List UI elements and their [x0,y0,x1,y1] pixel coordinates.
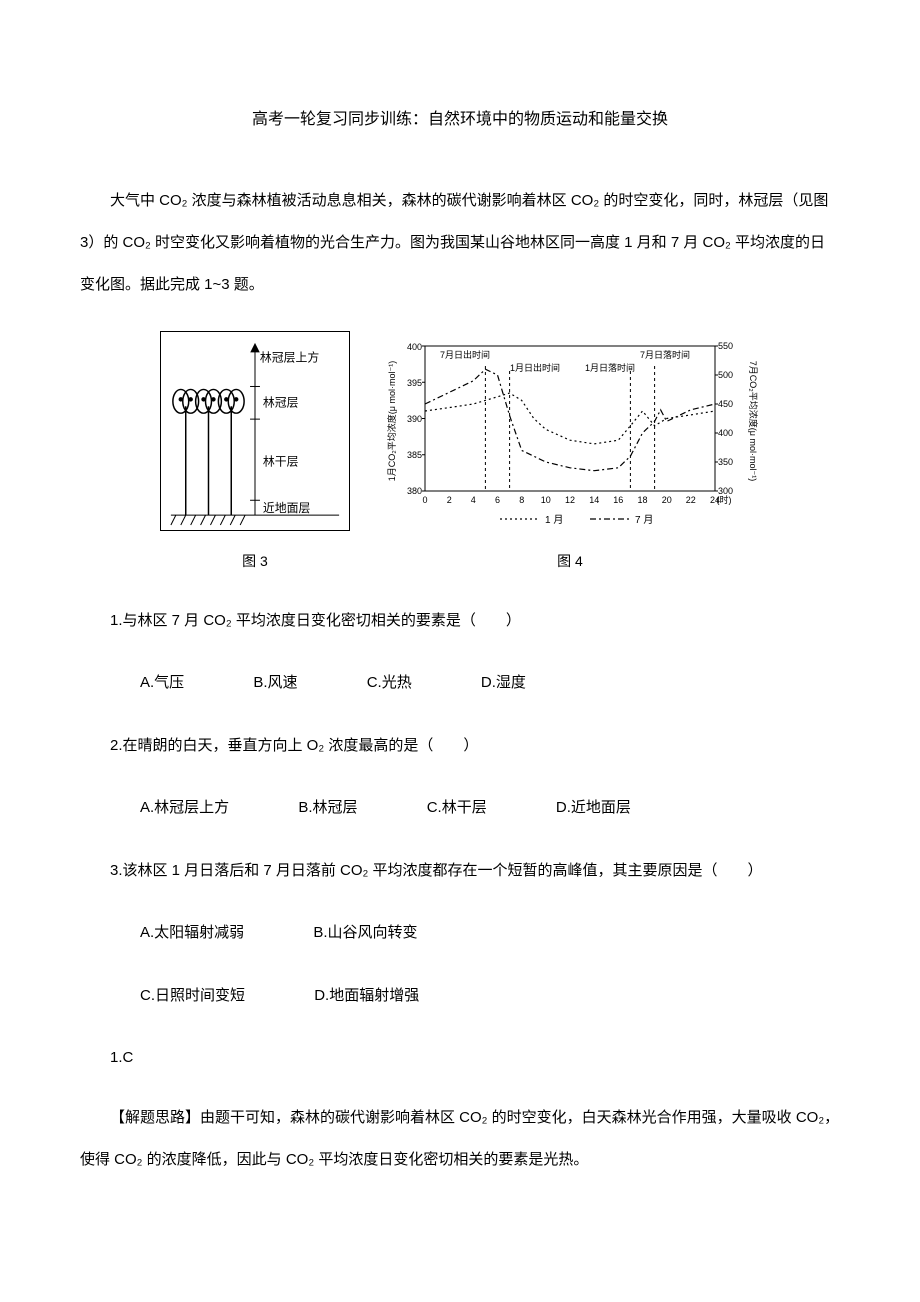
svg-text:450: 450 [718,399,733,409]
svg-text:7 月: 7 月 [635,514,653,526]
svg-text:350: 350 [718,457,733,467]
svg-text:14: 14 [589,495,599,505]
svg-text:7月日出时间: 7月日出时间 [440,349,490,360]
question-2: 2.在晴朗的白天，垂直方向上 O₂ 浓度最高的是（ ） [80,727,840,765]
q1-option-c: C.光热 [337,664,412,702]
q3-option-d: D.地面辐射增强 [284,977,419,1015]
svg-text:1月CO₂平均浓度(μ mol·mol⁻¹): 1月CO₂平均浓度(μ mol·mol⁻¹) [386,361,397,481]
q2-option-c: C.林干层 [397,789,487,827]
question-2-options: A.林冠层上方 B.林冠层 C.林干层 D.近地面层 [80,789,840,827]
fig3-layer3-label: 林干层 [263,455,299,469]
svg-text:6: 6 [495,495,500,505]
fig4-caption: 图 4 [380,551,760,572]
svg-text:395: 395 [407,378,422,388]
fig3-layer4-label: 近地面层 [263,501,311,515]
question-3-options: A.太阳辐射减弱 B.山谷风向转变 [80,914,840,952]
svg-text:1月日出时间: 1月日出时间 [510,362,560,373]
q3-option-c: C.日照时间变短 [110,977,245,1015]
question-3-options-2: C.日照时间变短 D.地面辐射增强 [80,977,840,1015]
q2-option-d: D.近地面层 [526,789,631,827]
fig3-layer1-label: 林冠层上方 [260,351,319,365]
question-3: 3.该林区 1 月日落后和 7 月日落前 CO₂ 平均浓度都存在一个短暂的高峰值… [80,852,840,890]
answer-1: 1.C [80,1039,840,1077]
intro-paragraph: 大气中 CO₂ 浓度与森林植被活动息息相关，森林的碳代谢影响着林区 CO₂ 的时… [80,180,840,306]
figure-3: 林冠层上方 林冠层 林干层 近地面层 图 3 [160,331,350,572]
svg-text:550: 550 [718,341,733,351]
fig4-chart: 380 385 390 395 400 300 350 400 450 500 [380,331,760,531]
q1-option-d: D.湿度 [451,664,526,702]
svg-text:0: 0 [422,495,427,505]
explanation-1: 【解题思路】由题干可知，森林的碳代谢影响着林区 CO₂ 的时空变化，白天森林光合… [80,1097,840,1181]
page-title: 高考一轮复习同步训练：自然环境中的物质运动和能量交换 [80,100,840,140]
svg-text:12: 12 [565,495,575,505]
figures-container: 林冠层上方 林冠层 林干层 近地面层 图 3 380 385 390 395 4… [80,331,840,572]
svg-text:22: 22 [686,495,696,505]
svg-text:1 月: 1 月 [545,514,563,526]
svg-text:380: 380 [407,486,422,496]
fig3-caption: 图 3 [160,551,350,572]
svg-text:7月日落时间: 7月日落时间 [640,349,690,360]
q2-option-a: A.林冠层上方 [110,789,229,827]
q2-option-b: B.林冠层 [268,789,357,827]
svg-text:10: 10 [541,495,551,505]
svg-text:390: 390 [407,414,422,424]
fig3-diagram: 林冠层上方 林冠层 林干层 近地面层 [160,331,350,531]
q3-option-a: A.太阳辐射减弱 [110,914,244,952]
fig3-layer2-label: 林冠层 [263,395,299,409]
q1-option-b: B.风速 [223,664,297,702]
svg-text:4: 4 [471,495,476,505]
svg-text:8: 8 [519,495,524,505]
svg-text:2: 2 [447,495,452,505]
svg-text:500: 500 [718,370,733,380]
question-1: 1.与林区 7 月 CO₂ 平均浓度日变化密切相关的要素是（ ） [80,602,840,640]
svg-text:400: 400 [718,428,733,438]
svg-text:18: 18 [637,495,647,505]
question-1-options: A.气压 B.风速 C.光热 D.湿度 [80,664,840,702]
q3-option-b: B.山谷风向转变 [283,914,417,952]
svg-text:20: 20 [662,495,672,505]
figure-4: 380 385 390 395 400 300 350 400 450 500 [380,331,760,572]
svg-text:385: 385 [407,450,422,460]
svg-text:1月日落时间: 1月日落时间 [585,362,635,373]
svg-text:16: 16 [613,495,623,505]
svg-text:7月CO₂平均浓度(μ mol·mol⁻¹): 7月CO₂平均浓度(μ mol·mol⁻¹) [748,361,759,481]
q1-option-a: A.气压 [110,664,184,702]
svg-text:400: 400 [407,342,422,352]
svg-text:(时): (时) [717,494,732,505]
